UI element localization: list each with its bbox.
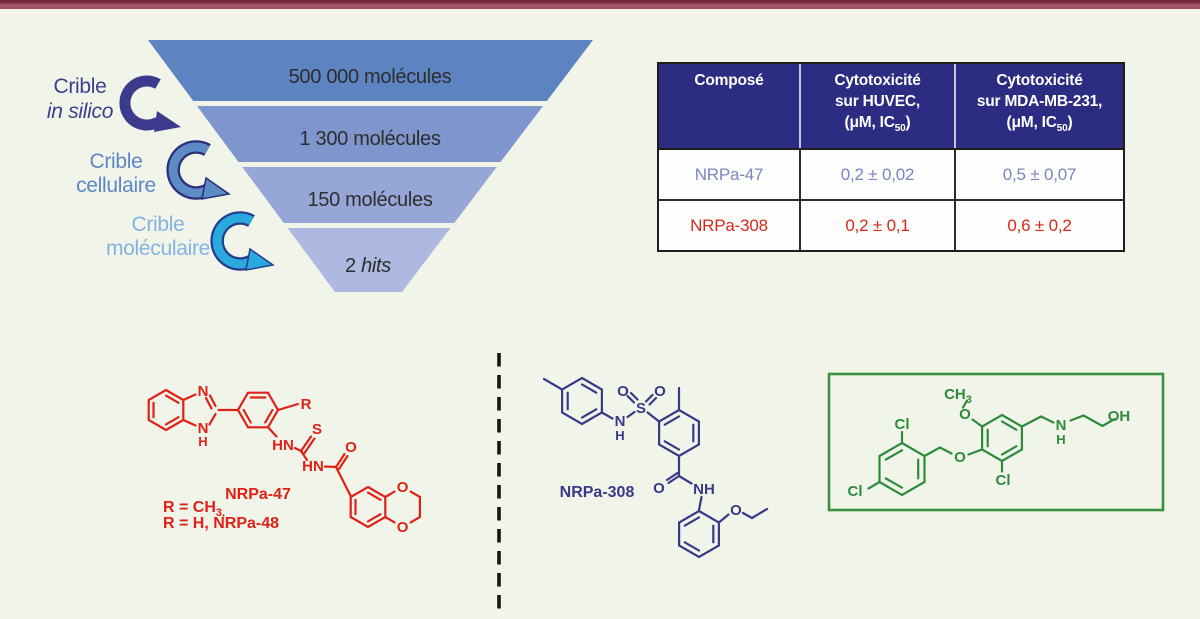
screening-funnel: 500 000 molécules 1 300 molécules 150 mo… [47, 40, 593, 292]
r-definition-2: R = H, NRPa-48 [163, 515, 279, 532]
central-phenyl-ring [236, 391, 280, 429]
atom-label-o: O [654, 383, 666, 400]
col-header-compound: Composé [694, 72, 764, 89]
step-label-in-silico: Crible [53, 75, 106, 98]
table-row-nrpa47: NRPa-47 0,2 ± 0,02 0,5 ± 0,07 [659, 150, 1123, 199]
atom-label-ch3: CH3 [944, 386, 972, 406]
substituent-label-r: R [301, 396, 312, 413]
step-label-in-silico-2: in silico [47, 100, 114, 123]
compound-name-nrpa47: NRPa-47 [225, 486, 291, 503]
dashed-divider [497, 353, 501, 613]
step-label-cellulaire-2: cellulaire [76, 174, 156, 197]
r-definition-1: R = CH3, [163, 499, 225, 519]
funnel-tier-2 [197, 106, 543, 162]
table-row-nrpa308: NRPa-308 0,2 ± 0,1 0,6 ± 0,2 [659, 199, 1123, 250]
atom-label-hn: HN [302, 458, 324, 475]
atom-label-s: S [636, 400, 646, 417]
atom-label-n: N [198, 420, 209, 437]
tolyl-ring [560, 376, 604, 426]
green-structure-box [827, 372, 1165, 512]
funnel-tier-4 [287, 228, 451, 292]
dichlorophenyl-ring [878, 441, 926, 497]
col-header-mda: Cytotoxicité sur MDA-MB-231, (μM, IC50) [954, 64, 1123, 148]
atom-label-o: O [653, 480, 665, 497]
cell-compound: NRPa-308 [690, 215, 768, 235]
ethoxyphenyl-ring [678, 509, 720, 559]
step-label-cellulaire: Crible [89, 150, 142, 173]
cytotoxicity-table: Composé Cytotoxicité sur HUVEC, (μM, IC5… [657, 62, 1125, 252]
funnel-tier-2-label: 1 300 molécules [299, 128, 440, 150]
top-accent-bar [0, 0, 1200, 9]
funnel-tier-3 [242, 167, 497, 223]
atom-label-o: O [954, 449, 966, 466]
cell-mda: 0,5 ± 0,07 [954, 150, 1123, 199]
atom-label-oh: OH [1108, 408, 1131, 425]
benzimidazole-benzene-ring [147, 388, 185, 432]
structure-nrpa308: N H S O O O NH O NRPa-308 [542, 376, 769, 559]
atom-label-h: H [198, 434, 207, 449]
atom-label-o: O [730, 502, 742, 519]
structure-green-boxed: Cl Cl Cl CH3 O O N H OH [827, 372, 1165, 512]
atom-label-cl: Cl [848, 483, 863, 500]
atom-label-h: H [1056, 432, 1065, 447]
cell-huvec: 0,2 ± 0,1 [799, 201, 954, 250]
curved-arrow-icon-1 [119, 75, 181, 132]
funnel-tier-1 [148, 40, 593, 101]
cell-compound: NRPa-47 [694, 164, 764, 184]
funnel-tier-3-label: 150 molécules [307, 189, 432, 211]
benzodioxine-ring [349, 485, 387, 529]
funnel-tier-4-label: 2 hits [345, 255, 391, 277]
curved-arrow-icon-2 [166, 140, 231, 200]
step-label-moleculaire: Crible [131, 213, 184, 236]
cell-mda: 0,6 ± 0,2 [954, 201, 1123, 250]
atom-label-cl: Cl [996, 472, 1011, 489]
atom-label-n: N [198, 383, 209, 400]
col-header-huvec: Cytotoxicité sur HUVEC, (μM, IC50) [799, 64, 954, 148]
cell-huvec: 0,2 ± 0,02 [799, 150, 954, 199]
compound-name-nrpa308: NRPa-308 [560, 484, 635, 501]
atom-label-o: O [397, 479, 409, 496]
structure-nrpa47: N N H R HN S HN O O O NRPa-47 R = CH3, R… [147, 383, 421, 536]
main-benzene-ring [658, 408, 700, 458]
atom-label-o: O [617, 383, 629, 400]
atom-label-o: O [397, 519, 409, 536]
atom-label-s: S [312, 421, 322, 438]
atom-label-cl: Cl [895, 416, 910, 433]
central-benzene-ring [981, 413, 1023, 463]
atom-label-nh: NH [693, 481, 715, 498]
table-header-row: Composé Cytotoxicité sur HUVEC, (μM, IC5… [659, 64, 1123, 150]
atom-label-n: N [615, 413, 626, 430]
step-label-moleculaire-2: moléculaire [106, 237, 210, 260]
funnel-tier-1-label: 500 000 molécules [289, 66, 452, 88]
atom-label-hn: HN [272, 437, 294, 454]
curved-arrow-icon-3 [210, 211, 275, 271]
atom-label-o: O [959, 406, 971, 423]
atom-label-n: N [1056, 417, 1067, 434]
atom-label-h: H [615, 428, 624, 443]
atom-label-o: O [345, 439, 357, 456]
